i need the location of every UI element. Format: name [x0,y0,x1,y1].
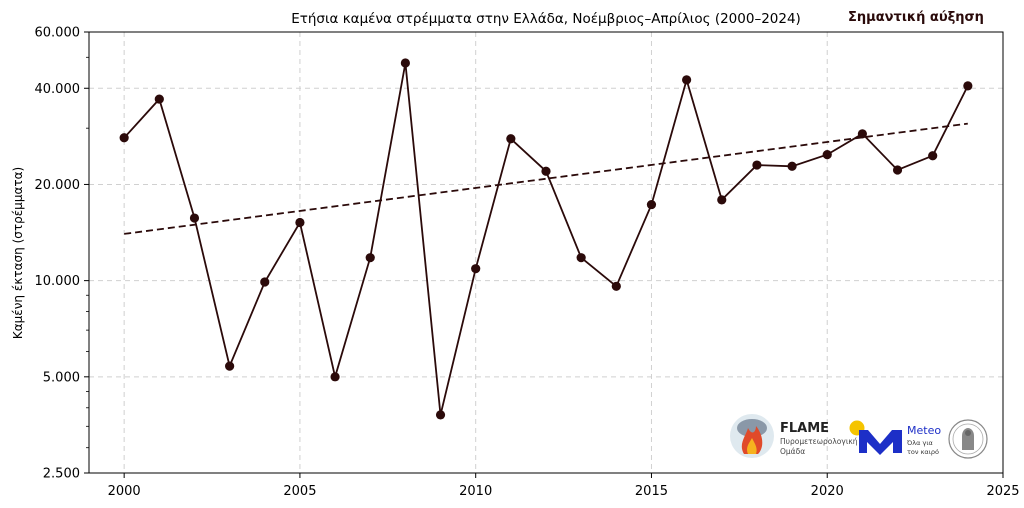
x-tick-label: 2010 [459,484,492,499]
x-tick-label: 2015 [635,484,668,499]
data-point [717,195,727,205]
data-point [295,217,305,228]
meteo-logo-subtitle-1: Όλα για [906,439,933,447]
meteo-logo-subtitle-2: τον καιρό [907,448,939,456]
series-layer [119,58,973,420]
y-tick-label: 10.000 [35,274,81,289]
y-tick-label: 40.000 [35,82,81,97]
flame-logo-name: FLAME [780,421,829,436]
ticks: 2000 2005 2010 2015 2020 2025 2.500 5.000 10.000… [35,26,1020,500]
y-tick-label: 2.500 [43,467,80,482]
trend-line [124,122,968,235]
data-point [787,161,797,171]
meteo-logo: Meteo Όλα για τον καιρό [849,420,941,456]
data-point [225,361,235,371]
series-line [123,62,969,416]
grid [89,32,1003,473]
data-point [260,277,270,287]
x-tick-label: 2000 [108,484,141,499]
meteo-logo-name: Meteo [907,424,941,437]
data-point [506,134,516,144]
y-tick-label: 60.000 [35,26,81,41]
data-point [963,81,973,91]
flame-logo-subtitle-1: Πυρομετεωρολογική [780,437,858,446]
flame-logo: FLAME Πυρομετεωρολογική Ομάδα [730,414,858,458]
data-point [541,166,551,176]
data-point [822,149,832,160]
data-point [471,264,481,274]
axes [88,31,1004,474]
data-point [400,58,410,68]
flame-logo-subtitle-2: Ομάδα [780,447,805,456]
y-tick-label: 5.000 [43,370,80,385]
data-point [576,253,586,263]
data-point [646,199,657,210]
meteo-logo-icon [849,420,902,455]
data-point [189,213,200,223]
trend-badge: Σημαντική αύξηση [848,10,984,25]
data-point [365,253,375,263]
data-point [857,129,867,139]
y-tick-label: 20.000 [35,178,81,193]
chart-title: Ετήσια καμένα στρέμματα στην Ελλάδα, Νοέ… [291,11,801,27]
seal-logo [948,419,988,459]
data-point [752,160,762,170]
data-point [435,410,446,420]
x-tick-label: 2020 [811,484,844,499]
plot-frame [88,31,1004,474]
data-point [682,75,692,85]
x-tick-label: 2025 [986,484,1019,499]
data-point [928,151,938,161]
data-point [154,94,164,104]
trend-layer [124,122,968,235]
data-point [611,281,621,291]
data-point [330,372,340,382]
flame-logo-icon [730,414,774,458]
data-point [119,133,129,143]
data-point [892,165,903,175]
y-axis-label: Καμένη έκταση (στρέμματα) [11,167,25,339]
x-tick-label: 2005 [283,484,316,499]
